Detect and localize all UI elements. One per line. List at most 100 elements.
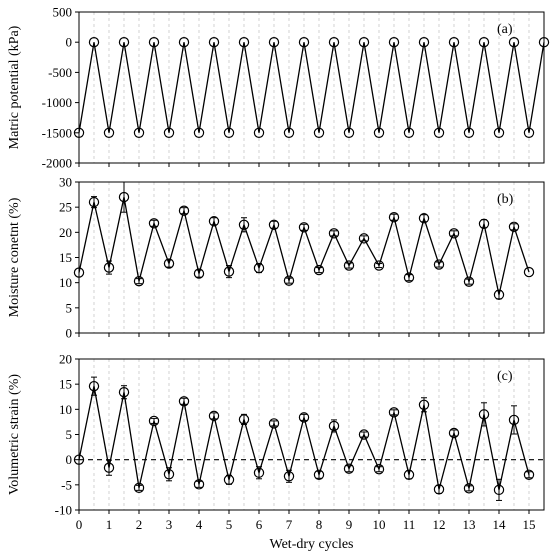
y-tick-label: 20 [59,225,72,240]
data-point [373,127,385,138]
data-point [403,272,415,283]
data-point [193,127,205,138]
data-point [88,380,100,392]
data-point [163,127,175,138]
data-point [298,222,310,233]
data-point [463,127,475,138]
data-point [418,37,430,48]
data-point [328,420,340,432]
y-axis-title: Moisture conetnt (%) [7,197,22,317]
data-point [268,418,280,429]
data-point [298,412,310,423]
data-point [313,469,325,480]
x-tick-label: 3 [166,517,173,532]
x-tick-label: 12 [433,517,446,532]
panel-b: 30 25 20 15 10 5 0 Moisture conetnt (%) (b) [7,175,545,341]
data-point [283,127,295,138]
y-tick-label: 15 [59,250,72,265]
data-point [103,462,115,473]
data-point [373,260,385,271]
data-point [268,219,280,230]
data-point [88,196,100,208]
x-tick-label: 10 [373,517,386,532]
data-point [118,387,130,398]
x-tick-label: 2 [136,517,143,532]
data-point [313,127,325,138]
y-tick-label: 500 [53,5,73,20]
panel-a: 500 0 -500 -1000 -1500 -2000 Matric potential … [7,5,550,171]
y-tick-label: 15 [59,377,72,392]
data-point [208,410,220,422]
y-tick-label: -1000 [42,95,72,110]
x-tick-label: 15 [523,517,536,532]
x-tick-label: 6 [256,517,263,532]
data-point [73,267,85,278]
data-point [358,233,370,244]
y-tick-label: -1500 [42,125,72,140]
data-point [508,221,520,232]
y-axis-title: Volumetric strain (%) [7,374,22,495]
data-point [493,289,505,300]
panel-label: (c) [497,369,513,384]
data-point [133,275,145,287]
data-point [448,427,460,439]
data-point [343,463,355,474]
data-point [208,216,220,227]
data-point [223,266,235,277]
data-point [433,484,445,495]
data-point [493,484,505,496]
y-tick-label: 5 [66,300,73,315]
y-tick-label: 30 [59,175,72,190]
data-point [253,127,265,138]
data-point [508,414,520,426]
data-point [193,479,205,490]
data-point [523,127,535,138]
x-tick-label: 8 [316,517,323,532]
x-tick-label: 7 [286,517,293,532]
y-tick-label: -500 [48,65,72,80]
data-point [403,469,415,480]
data-point [238,37,250,48]
data-point [268,37,280,48]
series-line [78,42,545,133]
data-point [418,213,430,224]
data-point [388,37,400,48]
data-point [223,474,235,485]
data-point [238,219,250,230]
data-point [118,191,130,203]
data-point [178,37,190,48]
data-point [238,414,250,425]
y-tick-label: 25 [59,200,72,215]
data-point [388,212,400,223]
data-point [418,399,430,411]
y-tick-label: -2000 [42,156,72,171]
data-point [253,262,265,274]
y-axis-title: Matric potential (kPa) [7,25,22,149]
data-point [433,259,445,270]
data-point [343,260,355,271]
data-point [448,228,460,239]
x-tick-label: 11 [403,517,416,532]
data-point [208,37,220,48]
data-point [478,409,490,420]
data-point [328,228,340,239]
y-tick-label: 20 [59,352,72,367]
data-point [403,127,415,138]
data-point [133,127,145,138]
data-point [103,262,115,273]
data-point [88,37,100,48]
data-point [148,218,160,229]
x-tick-label: 1 [106,517,113,532]
y-tick-label: 0 [66,326,73,341]
data-point [388,407,400,418]
data-point [148,37,160,48]
data-point [223,127,235,138]
data-point [373,464,385,475]
data-point [463,483,475,494]
plot-frame [78,11,545,164]
x-tick-label: 13 [463,517,476,532]
y-tick-label: 0 [66,35,73,50]
data-point [463,276,475,287]
data-point [148,415,160,427]
